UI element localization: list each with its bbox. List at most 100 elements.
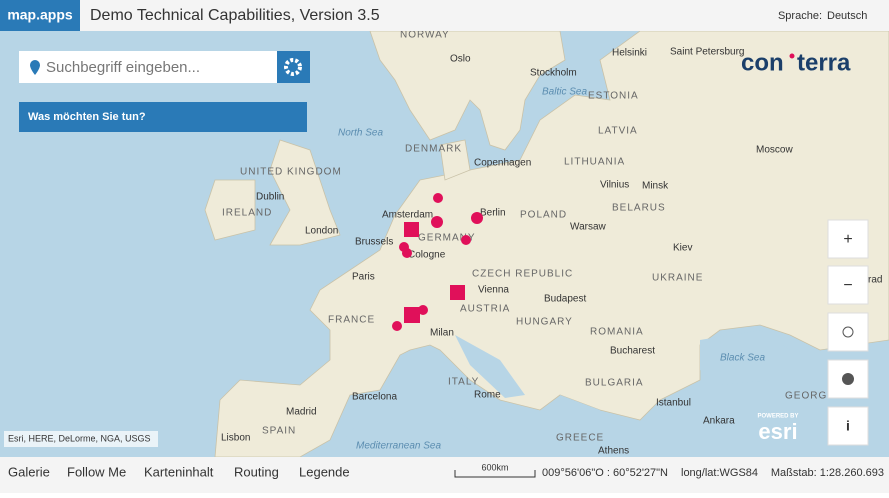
country-label: ESTONIA xyxy=(588,91,639,102)
country-label: LATVIA xyxy=(598,126,638,137)
pin-icon xyxy=(30,60,40,75)
country-label: BELARUS xyxy=(612,203,666,214)
land xyxy=(204,30,889,458)
marker xyxy=(461,235,471,245)
coordinates: 009°56'06"O : 60°52'27"N xyxy=(542,467,668,479)
city-label: Oslo xyxy=(450,54,471,65)
city-label: Athens xyxy=(598,446,629,457)
city-label: Warsaw xyxy=(570,222,607,233)
city-label: London xyxy=(305,226,338,237)
footer-tab[interactable]: Follow Me xyxy=(67,464,126,479)
country-label: FRANCE xyxy=(328,315,375,326)
country-label: CZECH REPUBLIC xyxy=(472,269,573,280)
city-label: Berlin xyxy=(480,208,506,219)
marker xyxy=(471,212,483,224)
language-select[interactable]: Deutsch xyxy=(827,10,867,22)
country-label: LITHUANIA xyxy=(564,157,625,168)
footer-tab[interactable]: Legende xyxy=(299,464,350,479)
country-label: UKRAINE xyxy=(652,273,703,284)
country-label: GREECE xyxy=(556,433,604,444)
country-label: BULGARIA xyxy=(585,378,644,389)
city-label: Cologne xyxy=(408,250,446,261)
attribution: Esri, HERE, DeLorme, NGA, USGS xyxy=(8,433,151,443)
sea-label: Baltic Sea xyxy=(542,87,587,98)
city-label: Bucharest xyxy=(610,346,655,357)
city-label: Saint Petersburg xyxy=(670,47,745,58)
scale-label: 600km xyxy=(481,462,508,472)
country-label: SPAIN xyxy=(262,426,296,437)
country-label: POLAND xyxy=(520,210,567,221)
app-title: Demo Technical Capabilities, Version 3.5 xyxy=(90,7,380,24)
logo-box xyxy=(0,0,80,31)
map-labels: NORWAY Oslo Helsinki Saint Petersburg St… xyxy=(221,30,882,457)
city-label: Vilnius xyxy=(600,180,629,191)
locate-icon xyxy=(842,326,854,338)
city-label: Copenhagen xyxy=(474,158,531,169)
scale-bar xyxy=(454,470,536,478)
city-label: Kiev xyxy=(673,243,692,254)
attribution-bg xyxy=(4,431,158,447)
city-label: Lisbon xyxy=(221,433,250,444)
footer xyxy=(0,457,889,493)
country-label: UNITED KINGDOM xyxy=(240,167,342,178)
sea-label: Mediterranean Sea xyxy=(356,441,441,452)
gear-icon xyxy=(284,58,302,76)
city-label: Brussels xyxy=(355,237,393,248)
city-label: Paris xyxy=(352,272,375,283)
city-label: Milan xyxy=(430,328,454,339)
city-label: Helsinki xyxy=(612,48,647,59)
locate[interactable] xyxy=(827,312,869,352)
zoom-in-label: + xyxy=(843,231,852,248)
marker xyxy=(402,248,412,258)
footer-tab[interactable]: Karteninhalt xyxy=(144,464,214,479)
info[interactable] xyxy=(827,406,869,446)
city-label: Stockholm xyxy=(530,68,577,79)
country-label: HUNGARY xyxy=(516,317,573,328)
country-label: GERMANY xyxy=(418,233,476,244)
map-controls xyxy=(827,219,869,446)
sea-label: North Sea xyxy=(338,128,383,139)
map-scale: Maßstab: 1:28.260.693 xyxy=(771,467,884,479)
city-label: Minsk xyxy=(642,181,669,192)
marker xyxy=(431,216,443,228)
zoom-in[interactable] xyxy=(827,219,869,259)
esri-powered: POWERED BY xyxy=(757,414,798,420)
water xyxy=(330,330,790,457)
brand-right: terra xyxy=(797,49,851,76)
info-label: i xyxy=(846,418,850,434)
country-label: DENMARK xyxy=(405,144,462,155)
zoom-out[interactable] xyxy=(827,265,869,305)
search-box[interactable] xyxy=(19,51,277,83)
markers xyxy=(392,193,483,331)
city-label: Dublin xyxy=(256,192,284,203)
menu-label: Was möchten Sie tun? xyxy=(28,111,146,123)
city-label: Vienna xyxy=(478,285,509,296)
country-label: NORWAY xyxy=(400,30,450,41)
marker xyxy=(433,193,443,203)
marker xyxy=(418,305,428,315)
esri-logo: esri xyxy=(758,419,797,444)
city-label: Ankara xyxy=(703,416,735,427)
city-label: Barcelona xyxy=(352,392,397,403)
sea-label: Black Sea xyxy=(720,353,765,364)
brand-dot xyxy=(789,53,795,59)
menu-button[interactable] xyxy=(19,102,307,132)
search-placeholder: Suchbegriff eingeben... xyxy=(46,59,200,76)
brand-left: con xyxy=(741,49,784,76)
marker xyxy=(404,307,420,323)
marker xyxy=(392,321,402,331)
country-label: AUSTRIA xyxy=(460,304,510,315)
footer-tab[interactable]: Galerie xyxy=(8,464,50,479)
city-label: Madrid xyxy=(286,407,317,418)
country-label: IRELAND xyxy=(222,208,272,219)
city-label: Budapest xyxy=(544,294,586,305)
app-logo: map.apps xyxy=(7,7,73,23)
footer-tab[interactable]: Routing xyxy=(234,464,279,479)
city-label: rad xyxy=(868,275,882,286)
marker xyxy=(404,222,419,237)
header xyxy=(0,0,889,31)
marker xyxy=(450,285,465,300)
settings-button[interactable] xyxy=(277,51,310,83)
city-label: Rome xyxy=(474,390,501,401)
